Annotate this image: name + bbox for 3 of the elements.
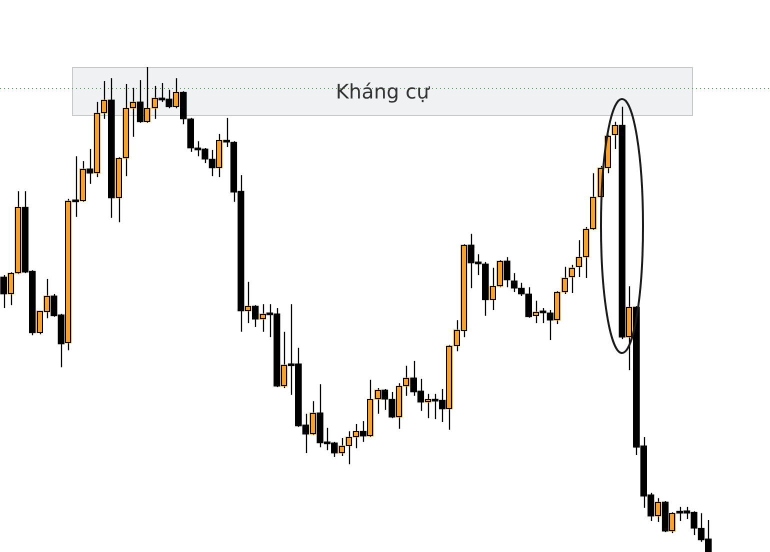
candlestick bbox=[612, 121, 618, 150]
band-label: Kháng cự bbox=[336, 80, 431, 104]
candlestick bbox=[568, 264, 576, 294]
